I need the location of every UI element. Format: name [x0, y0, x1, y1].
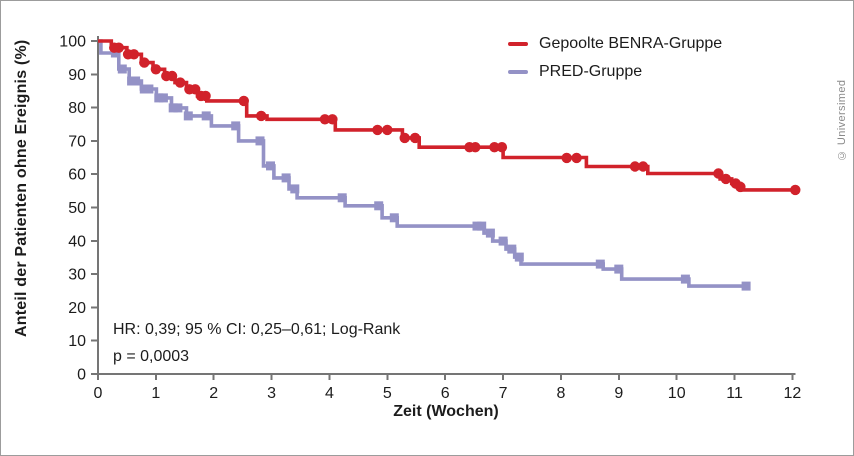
censor-mark-pred	[266, 161, 275, 171]
censor-mark-pred	[741, 281, 751, 291]
stats-annotation: HR: 0,39; 95 % CI: 0,25–0,61; Log-Rank p…	[113, 316, 400, 370]
censor-mark-benra	[128, 49, 140, 60]
legend-entry-benra: Gepoolte BENRA-Gruppe	[508, 30, 722, 58]
censor-mark-benra	[166, 70, 178, 82]
censor-mark-pred	[498, 236, 508, 246]
censor-mark-pred	[144, 84, 154, 94]
censor-mark-benra	[713, 168, 724, 179]
censor-mark-benra	[496, 142, 508, 153]
censor-mark-pred	[290, 184, 300, 194]
censor-mark-pred	[110, 48, 120, 58]
x-tick-label: 3	[267, 385, 276, 402]
x-tick-label: 5	[383, 385, 392, 402]
stats-annotation-line1: HR: 0,39; 95 % CI: 0,25–0,61; Log-Rank	[113, 321, 401, 338]
legend-label-pred: PRED-Gruppe	[539, 63, 643, 80]
y-tick-label: 0	[77, 367, 86, 384]
censor-mark-pred	[117, 64, 127, 74]
x-tick-label: 0	[94, 385, 103, 402]
censor-mark-pred	[158, 93, 168, 103]
censor-mark-benra	[256, 110, 267, 122]
y-axis-title: Anteil der Patienten ohne Ereignis (%)	[13, 39, 30, 337]
censor-mark-benra	[735, 181, 746, 193]
censor-mark-pred	[131, 76, 141, 86]
censor-mark-pred	[485, 228, 495, 238]
censor-mark-pred	[680, 274, 690, 284]
x-tick-label: 10	[668, 385, 686, 402]
censor-mark-pred	[255, 136, 265, 146]
y-tick-label: 100	[59, 34, 86, 51]
series-benra	[98, 39, 801, 196]
censor-mark-benra	[200, 90, 211, 102]
censor-mark-pred	[139, 84, 149, 94]
censor-mark-pred	[477, 221, 487, 231]
censor-mark-benra	[372, 124, 383, 136]
y-tick-label: 60	[68, 167, 86, 184]
censor-mark-benra	[113, 42, 125, 53]
censor-mark-benra	[238, 95, 249, 107]
censor-mark-pred	[168, 103, 178, 113]
censor-mark-benra	[637, 161, 649, 172]
censor-mark-benra	[720, 173, 732, 185]
censor-mark-benra	[561, 152, 572, 164]
censor-mark-pred	[614, 264, 624, 274]
censor-mark-pred	[231, 121, 241, 131]
censor-mark-benra	[409, 132, 421, 144]
censor-mark-pred	[337, 193, 347, 203]
legend: Gepoolte BENRA-Gruppe PRED-Gruppe	[508, 30, 722, 86]
y-tick-label: 20	[68, 300, 86, 317]
x-tick-label: 2	[209, 385, 218, 402]
x-tick-label: 12	[784, 385, 802, 402]
x-tick-label: 8	[557, 385, 566, 402]
y-tick-label: 90	[68, 67, 86, 84]
censor-mark-pred	[374, 201, 384, 211]
censor-mark-pred	[173, 103, 183, 113]
x-axis-title: Zeit (Wochen)	[393, 403, 499, 420]
censor-mark-benra	[399, 132, 410, 144]
censor-mark-benra	[139, 57, 150, 68]
censor-mark-benra	[150, 64, 162, 75]
censor-mark-benra	[470, 142, 481, 153]
censor-mark-benra	[790, 184, 801, 196]
censor-mark-pred	[595, 259, 605, 269]
censor-mark-benra	[571, 152, 582, 164]
censor-mark-pred	[514, 252, 524, 262]
y-tick-label: 10	[68, 333, 86, 350]
censor-mark-benra	[319, 114, 331, 125]
censor-mark-pred	[154, 93, 164, 103]
x-tick-label: 9	[614, 385, 623, 402]
stats-annotation-line2: p = 0,0003	[113, 348, 190, 365]
legend-swatch-benra-line	[508, 42, 528, 46]
censor-mark-pred	[389, 213, 399, 223]
censor-mark-pred	[472, 221, 482, 231]
axes	[91, 36, 796, 380]
censor-mark-pred	[281, 173, 291, 183]
censor-mark-benra	[382, 124, 393, 136]
x-tick-label: 7	[499, 385, 508, 402]
copyright-credit: © Universimed	[836, 79, 848, 161]
censor-mark-pred	[201, 111, 211, 121]
x-tick-label: 1	[151, 385, 160, 402]
x-tick-label: 11	[726, 385, 743, 402]
x-tick-label: 6	[441, 385, 450, 402]
censor-mark-benra	[629, 161, 641, 172]
y-tick-label: 40	[68, 233, 86, 250]
y-tick-label: 80	[68, 100, 86, 117]
legend-label-benra: Gepoolte BENRA-Gruppe	[539, 35, 723, 52]
censor-mark-pred	[183, 111, 193, 121]
series-pred	[98, 39, 751, 291]
censor-mark-benra	[175, 77, 186, 88]
y-tick-label: 70	[68, 133, 86, 150]
y-tick-label: 30	[68, 267, 86, 284]
legend-swatch-pred-line	[508, 70, 528, 74]
x-tick-label: 4	[325, 385, 334, 402]
censor-mark-benra	[489, 142, 500, 153]
legend-entry-pred: PRED-Gruppe	[508, 58, 722, 86]
censor-mark-pred	[507, 244, 517, 254]
censor-mark-benra	[327, 114, 338, 125]
y-tick-label: 50	[68, 200, 86, 217]
